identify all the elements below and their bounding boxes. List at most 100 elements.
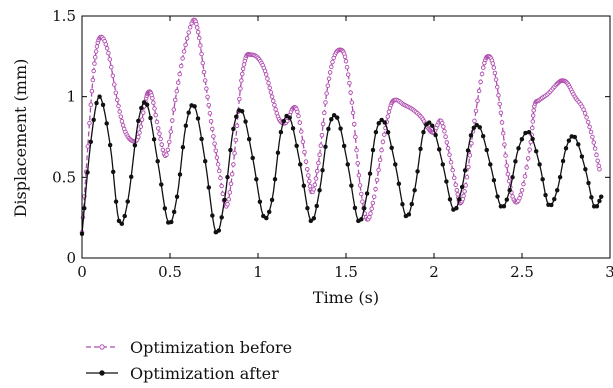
data-point [377,157,383,163]
data-point [588,129,594,135]
data-point [492,70,498,76]
data-point [246,136,252,142]
data-point [202,78,208,83]
data-point [323,100,328,105]
data-point [88,139,94,145]
data-point [349,183,354,188]
data-point [216,228,222,233]
data-point [178,63,184,69]
data-point [226,197,231,202]
data-point [552,196,557,202]
data-point [382,120,387,125]
data-point [582,110,588,116]
data-point [471,125,477,131]
data-point [522,174,528,179]
data-point [350,110,356,116]
data-point [498,110,504,116]
data-point [114,97,120,103]
data-point [237,96,242,102]
data-point [97,94,102,99]
data-point [159,182,164,187]
data-point [155,126,161,131]
y-tick-label: 1 [66,88,76,106]
data-point [576,142,581,147]
x-tick-label: 1.5 [334,263,358,281]
legend-item-after: Optimization after [86,364,279,383]
data-point [554,187,560,193]
data-point [266,80,271,86]
data-point [180,144,186,150]
data-point [239,108,245,114]
data-point [303,159,309,164]
data-point [352,205,358,211]
data-point [533,149,539,154]
data-point [341,143,347,149]
data-point [160,147,166,153]
data-point [572,134,578,140]
data-point [360,199,365,204]
data-point [345,72,351,77]
x-tick-label: 0 [77,263,87,281]
data-point [311,187,316,192]
data-point [400,201,405,207]
data-point [317,152,322,157]
data-point [484,147,489,153]
data-point [85,170,90,175]
data-point [231,162,236,167]
data-point [368,211,373,216]
data-point [385,130,391,135]
data-point [261,213,266,219]
data-point [225,202,230,207]
data-point [206,185,212,190]
data-point [464,174,470,180]
data-point [312,182,318,188]
data-point [426,120,432,125]
data-point [597,167,602,172]
legend-item-before: Optimization before [86,338,292,357]
data-point [240,71,245,77]
data-point [326,126,331,132]
data-point [370,147,376,153]
data-point [443,134,448,139]
data-point [461,193,466,199]
data-point [138,124,144,129]
data-point [113,90,119,96]
data-point [584,115,589,120]
data-point [104,46,110,51]
data-point [177,71,182,77]
data-point [268,90,274,95]
data-point [217,168,222,174]
data-point [139,105,144,111]
data-point [481,65,486,70]
data-point [502,142,507,147]
data-point [94,100,99,106]
data-point [233,114,239,119]
data-point [320,121,326,127]
data-point [297,162,303,167]
data-point [523,130,528,136]
data-point [85,144,91,149]
data-point [530,136,535,142]
data-point [119,221,125,227]
data-point [521,181,526,187]
data-point [194,21,199,27]
data-point [266,209,272,215]
data-point [205,94,210,100]
data-point [357,183,363,188]
data-point [436,147,442,152]
data-point [330,59,335,65]
data-point [344,64,350,70]
data-point [171,209,177,215]
data-point [128,174,134,180]
data-point [503,153,508,158]
data-point [452,175,457,181]
data-point [186,30,191,35]
data-point [530,125,535,131]
data-point [359,191,364,197]
data-point [343,58,349,64]
data-point [465,148,471,153]
data-point [429,123,435,128]
data-point [349,100,355,105]
data-point [213,148,219,153]
data-point [373,186,378,192]
